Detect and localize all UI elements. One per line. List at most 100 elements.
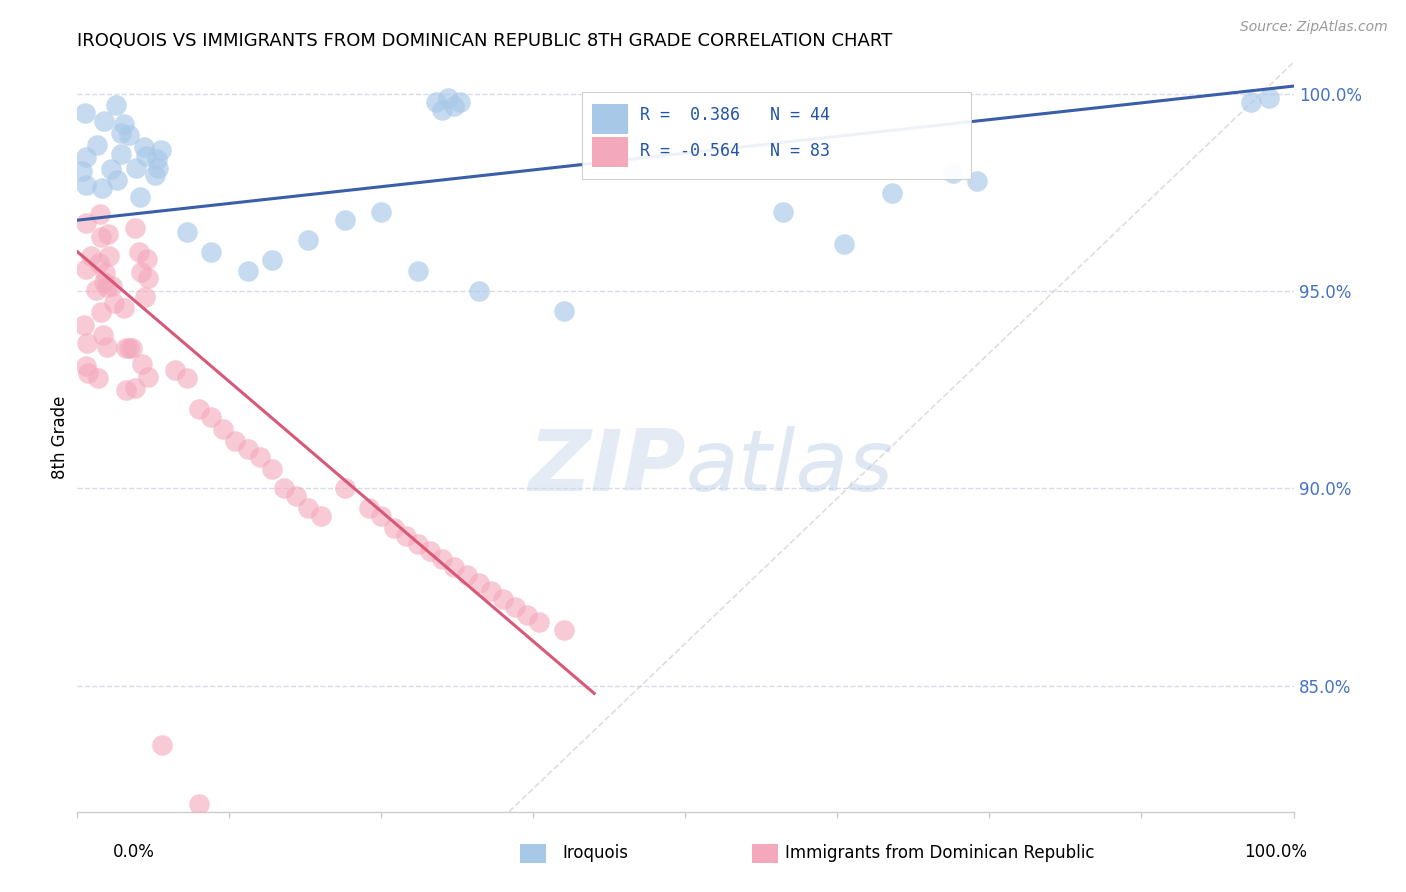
Point (129, 265, 152, 279)
Bar (592, 137, 628, 168)
Point (93, 114, 115, 128)
Point (832, 236, 855, 251)
Point (125, 161, 148, 176)
Bar (592, 103, 628, 134)
Point (100, 279, 122, 293)
Point (492, 591, 515, 606)
Point (333, 481, 356, 495)
Point (73, 318, 96, 333)
Point (96, 280, 118, 294)
Point (75, 178, 97, 192)
Point (370, 205, 392, 219)
Point (333, 213, 356, 227)
Point (425, 95, 447, 109)
Point (105, 172, 128, 186)
Point (553, 304, 575, 318)
Point (97, 227, 120, 241)
Text: atlas: atlas (686, 425, 893, 508)
Point (456, 568, 478, 582)
Point (359, 501, 381, 516)
Point (124, 220, 146, 235)
Point (131, 357, 153, 371)
Point (118, 341, 141, 355)
Point (84, 283, 107, 297)
Point (1240, 95, 1263, 109)
Point (772, 205, 794, 219)
Point (135, 252, 157, 266)
Point (406, 264, 429, 278)
Point (236, 442, 259, 456)
Text: Iroquois: Iroquois (562, 844, 628, 862)
Point (93, 327, 115, 342)
Point (443, 99, 465, 113)
Point (382, 521, 405, 535)
Point (136, 370, 159, 384)
Point (128, 189, 150, 203)
Point (110, 147, 132, 161)
Point (146, 152, 169, 166)
Text: ZIP: ZIP (527, 425, 686, 508)
Point (260, 252, 283, 267)
Point (297, 501, 319, 516)
Point (297, 233, 319, 247)
Point (114, 341, 136, 355)
Point (87, 371, 110, 385)
Point (89, 206, 111, 220)
Point (942, 166, 965, 180)
Point (134, 140, 156, 154)
Point (479, 583, 502, 598)
Point (529, 615, 551, 630)
Point (135, 149, 157, 163)
Point (138, 271, 160, 285)
Point (112, 301, 135, 316)
Text: 100.0%: 100.0% (1244, 843, 1308, 861)
Point (449, 95, 471, 109)
Point (94, 267, 117, 281)
Point (105, 97, 128, 112)
Point (200, 410, 222, 425)
Point (76, 335, 98, 350)
Point (90, 230, 112, 244)
Point (149, 144, 172, 158)
Point (176, 225, 198, 239)
Text: IROQUOIS VS IMMIGRANTS FROM DOMINICAN REPUBLIC 8TH GRADE CORRELATION CHART: IROQUOIS VS IMMIGRANTS FROM DOMINICAN RE… (77, 32, 893, 50)
Point (200, 244, 222, 259)
Text: R = -0.564   N = 83: R = -0.564 N = 83 (640, 142, 831, 160)
Point (395, 529, 418, 543)
Point (503, 599, 526, 614)
Point (118, 128, 141, 142)
Text: 0.0%: 0.0% (112, 843, 155, 861)
Point (176, 371, 198, 385)
Point (188, 402, 211, 417)
Point (224, 434, 246, 448)
Point (467, 284, 489, 298)
Point (103, 296, 125, 310)
Point (86, 137, 108, 152)
Point (76, 366, 98, 380)
Point (93, 276, 115, 290)
Point (212, 422, 235, 436)
Point (236, 264, 259, 278)
Point (110, 126, 132, 140)
Point (75, 150, 97, 164)
Point (148, 161, 170, 176)
Point (516, 607, 538, 622)
Point (966, 174, 988, 188)
Point (430, 103, 453, 117)
Point (89, 256, 111, 270)
Point (128, 244, 150, 259)
Point (70, 163, 93, 178)
Point (112, 116, 135, 130)
FancyBboxPatch shape (582, 93, 972, 178)
Point (419, 544, 441, 558)
Y-axis label: 8th Grade: 8th Grade (51, 395, 69, 479)
Point (75, 216, 97, 230)
Point (143, 168, 166, 182)
Point (260, 461, 283, 475)
Point (75, 262, 97, 277)
Point (115, 383, 138, 397)
Text: Source: ZipAtlas.com: Source: ZipAtlas.com (1240, 20, 1388, 34)
Point (152, 738, 174, 752)
Point (882, 186, 904, 200)
Point (96, 340, 118, 354)
